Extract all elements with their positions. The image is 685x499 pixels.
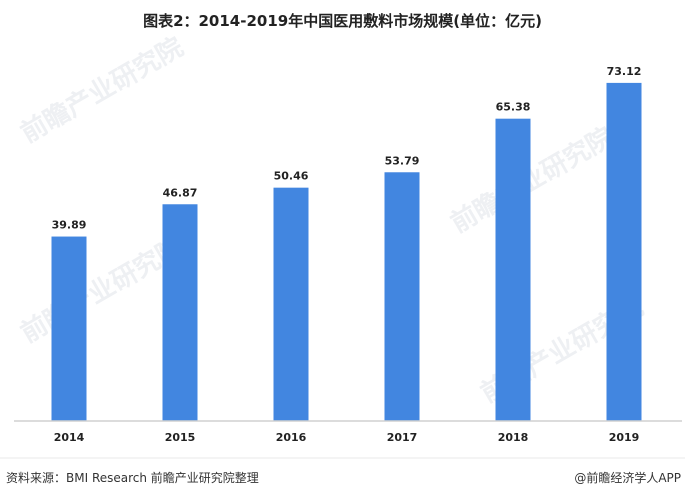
x-tick-label: 2019 — [609, 431, 640, 444]
x-tick-label: 2016 — [276, 431, 307, 444]
bar-2015 — [162, 204, 198, 421]
x-tick-label: 2017 — [387, 431, 418, 444]
data-label: 53.79 — [385, 154, 420, 167]
data-label: 65.38 — [496, 101, 531, 114]
bar-2019 — [606, 82, 642, 421]
x-tick-label: 2015 — [165, 431, 196, 444]
data-label: 73.12 — [607, 65, 642, 78]
data-label: 46.87 — [163, 186, 198, 199]
x-tick-label: 2014 — [54, 431, 85, 444]
chart-title: 图表2：2014-2019年中国医用敷料市场规模(单位：亿元) — [143, 12, 542, 30]
x-tick-label: 2018 — [498, 431, 529, 444]
bar-2014 — [51, 236, 87, 421]
bar-2018 — [495, 118, 531, 421]
data-label: 50.46 — [274, 170, 309, 183]
source-note: 资料来源：BMI Research 前瞻产业研究院整理 — [6, 471, 259, 485]
brand-credit: @前瞻经济学人APP — [574, 471, 681, 485]
bar-2016 — [273, 187, 309, 421]
bar-2017 — [384, 172, 420, 421]
data-label: 39.89 — [52, 219, 87, 232]
